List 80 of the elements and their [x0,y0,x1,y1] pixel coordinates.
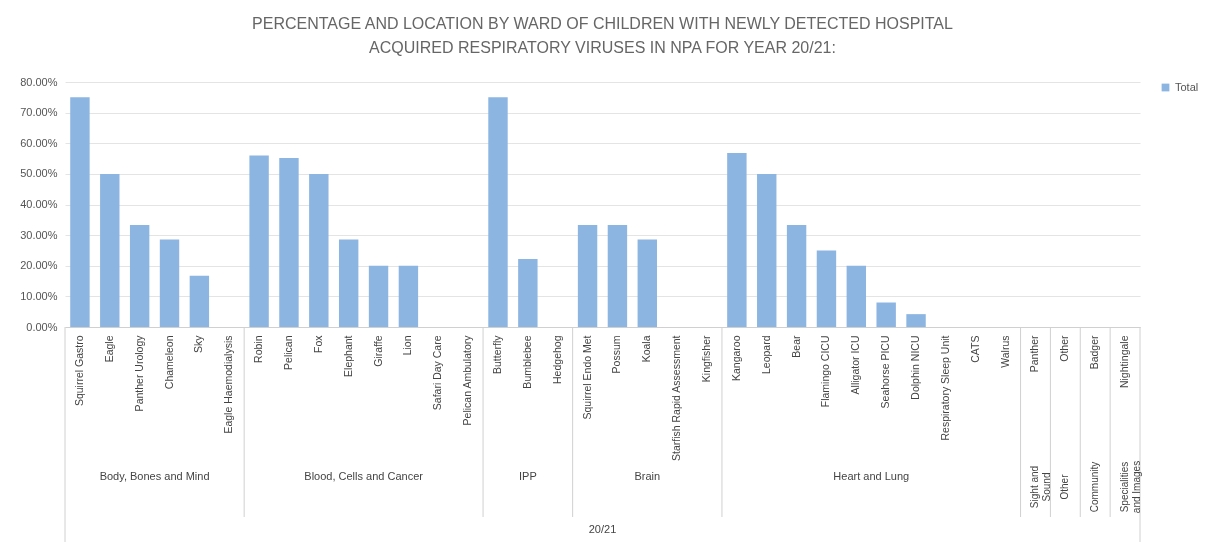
bar [70,97,90,327]
x-tick-label: Elephant [341,335,354,377]
bar [159,239,180,327]
text: Brain [634,470,661,482]
bar [100,173,120,327]
x-tick-label: Chameleon [162,335,175,390]
x-tick-label: Pelican [281,335,294,370]
bar [338,239,359,327]
bar [518,259,538,327]
text: Body, Bones and Mind [99,470,210,482]
x-tick-label: Eagle Haemodialysis [222,335,235,434]
bar [189,275,210,327]
bar [309,173,329,327]
y-tick-label: 40.00% [20,198,58,210]
bar [637,239,657,327]
x-tick-label: Nightingale [1118,335,1131,389]
x-tick-label: Pelican Ambulatory [461,334,474,426]
x-tick-label: Robin [252,335,265,363]
x-tick-label: Squirrel Gastro [72,335,85,407]
bar [727,153,747,327]
bar [488,97,508,327]
y-tick-label: 50.00% [20,167,58,180]
x-tick-label: Kingfisher [700,335,713,383]
bar [846,265,867,327]
x-tick-label: Sky [192,334,205,354]
x-tick-label: Lion [401,335,414,356]
x-tick-label: Bear [789,335,802,358]
bar [757,173,777,327]
y-tick-label: 30.00% [20,228,58,241]
text: Blood, Cells and Cancer [304,470,424,482]
x-tick-label: Bumblebee [520,335,533,389]
x-tick-label: Kangaroo [729,335,742,382]
bar [368,265,389,327]
x-tick-label: Safari Day Care [431,335,444,411]
y-tick-label: 0.00% [26,320,58,333]
x-tick-label: Koala [640,335,653,363]
x-tick-label: Panther Urology [132,334,145,412]
bar [906,314,926,327]
y-tick-label: 70.00% [20,106,58,119]
x-tick-label: Starfish Rapid Assessment [670,335,683,461]
bar [398,265,419,327]
text: Other [1059,473,1071,500]
y-tick-label: 60.00% [20,136,58,149]
text: 20/21 [588,523,617,535]
x-tick-label: Possum [610,335,623,374]
text: Community [1089,461,1101,513]
x-tick-label: Hedgehog [550,335,563,384]
x-tick-label: Respiratory Sleep Unit [938,335,951,441]
x-tick-label: Giraffe [371,335,384,367]
x-tick-label: Seahorse PICU [879,335,892,409]
x-tick-label: Leopard [759,335,772,375]
x-tick-label: Squirrel Endo Met [580,335,593,420]
bar [279,157,299,327]
bar [577,225,598,327]
text: IPP [518,470,537,482]
text: Specialities and Images [1119,460,1143,514]
y-tick-label: 10.00% [20,289,58,302]
x-tick-label: Walrus [998,335,1011,368]
bar [129,225,150,327]
y-tick-label: 20.00% [20,259,58,272]
bar [249,155,269,327]
bar [607,225,628,327]
x-tick-label: Badger [1088,335,1101,370]
x-tick-label: Fox [311,334,324,354]
x-tick-label: Panther [1028,335,1041,373]
text: Heart and Lung [833,470,910,482]
text: Sight and Sound [1029,465,1053,509]
x-tick-label: Dolphin NICU [909,335,922,400]
y-tick-label: 80.00% [20,75,58,88]
x-tick-label: Alligator ICU [849,335,862,395]
x-tick-label: CATS [968,335,981,363]
bar [786,225,807,327]
bar [816,250,837,327]
legend-label: Total [1175,80,1199,93]
chart-title: PERCENTAGE AND LOCATION BY WARD OF CHILDREN WITH NEWLY DETECTED HOSPITAL ACQUIRED RESPIRATORY VIRUSES IN NPA FOR YEAR 20/21: [252,15,954,56]
x-tick-label: Other [1058,335,1071,362]
bar [876,302,896,327]
x-tick-label: Eagle [102,335,115,363]
x-tick-label: Butterfly [490,334,503,375]
x-tick-label: Flamingo CICU [819,335,832,408]
